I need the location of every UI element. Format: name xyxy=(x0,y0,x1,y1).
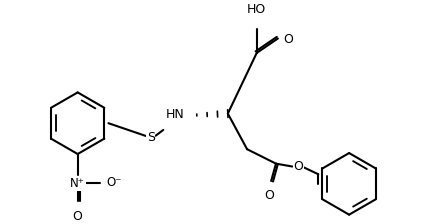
Text: HO: HO xyxy=(247,3,266,16)
Text: O⁻: O⁻ xyxy=(106,176,122,189)
Text: O: O xyxy=(264,189,274,202)
Text: O: O xyxy=(293,160,303,173)
Text: O: O xyxy=(284,33,294,46)
Text: HN: HN xyxy=(166,108,185,121)
Text: N⁺: N⁺ xyxy=(70,177,85,190)
Text: S: S xyxy=(147,131,155,144)
Text: O: O xyxy=(73,210,83,223)
